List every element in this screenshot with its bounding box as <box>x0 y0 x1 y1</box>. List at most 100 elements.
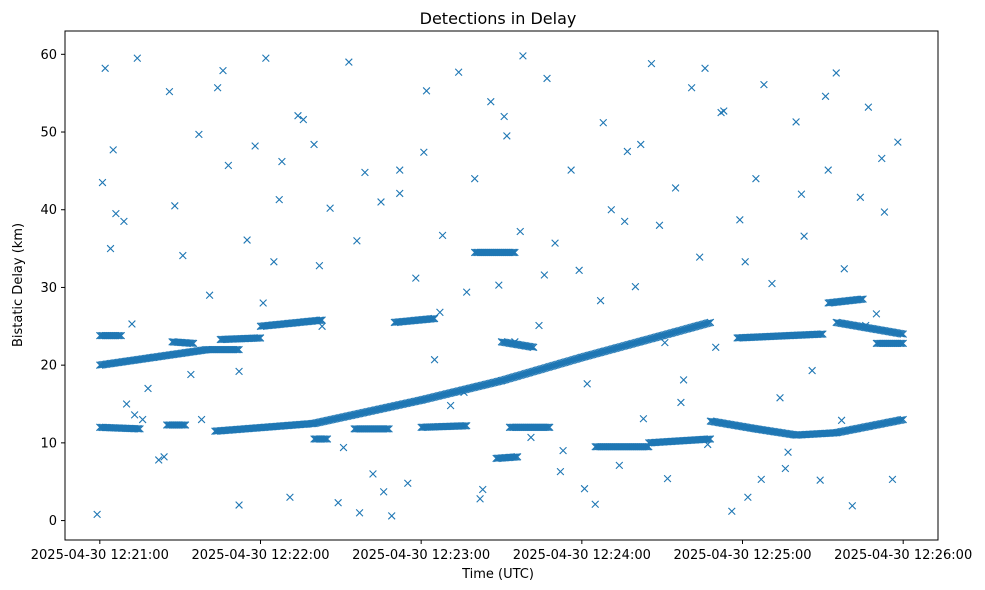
scatter-point <box>647 59 656 68</box>
track-13-point <box>513 453 522 461</box>
track-18-point <box>706 435 715 443</box>
scatter-point <box>797 190 806 198</box>
scatter-point <box>334 498 342 507</box>
scatter-point <box>310 140 318 149</box>
scatter-point <box>623 147 632 156</box>
scatter-point <box>430 355 439 364</box>
scatter-point <box>462 288 471 296</box>
track-4-point <box>187 339 195 347</box>
scatter-point <box>671 184 680 192</box>
scatter-point <box>503 132 511 140</box>
scatter-point <box>326 204 334 212</box>
scatter-point <box>259 299 267 307</box>
scatter-point <box>848 502 857 510</box>
scatter-point <box>808 366 816 375</box>
scatter-point <box>395 189 404 198</box>
track-7-point <box>316 316 325 325</box>
scatter-point <box>446 401 455 410</box>
scatter-point <box>575 266 583 275</box>
scatter-point <box>821 92 830 101</box>
track-4-point <box>188 339 196 348</box>
scatter-point <box>478 485 487 494</box>
scatter-point <box>500 112 508 121</box>
scatter-point <box>470 174 479 183</box>
scatter-point <box>888 475 897 484</box>
track-23-point <box>899 339 907 348</box>
scatter-point <box>728 507 736 516</box>
scatter-point <box>768 279 776 288</box>
track-11-point <box>461 422 470 430</box>
scatter-point <box>361 168 369 177</box>
track-2-point <box>114 331 123 340</box>
scatter-point <box>620 217 629 226</box>
scatter-point <box>130 411 139 419</box>
track-21-point <box>859 295 867 303</box>
scatter-point <box>243 236 251 244</box>
scatter-point <box>93 510 101 519</box>
scatter-point <box>171 202 179 210</box>
scatter-point <box>294 111 302 120</box>
track-1-point <box>136 425 144 433</box>
scatter-point <box>278 157 286 166</box>
scatter-point <box>679 376 688 384</box>
scatter-point <box>607 205 616 214</box>
scatter-point <box>353 237 361 245</box>
scatter-point <box>315 261 324 270</box>
scatter-point <box>128 320 136 328</box>
scatter-point <box>160 453 168 461</box>
track-22-point <box>898 330 906 338</box>
track-21-point <box>857 295 866 304</box>
scatter-point <box>454 68 463 76</box>
scatter-point <box>741 258 749 266</box>
x-axis: 2025-04-30 12:21:00 2025-04-30 12:22:00 20… <box>31 540 972 563</box>
track-19-point <box>899 415 907 424</box>
scatter-point <box>120 217 128 226</box>
scatter-point <box>98 178 107 187</box>
scatter-point <box>438 231 447 240</box>
plot-frame <box>64 30 939 541</box>
track-20-point <box>819 330 827 338</box>
scatter-point <box>894 138 902 146</box>
scatter-point <box>784 448 792 456</box>
scatter-point <box>655 221 664 230</box>
scatter-point <box>144 384 152 393</box>
scatter-point <box>422 87 431 95</box>
scatter-point <box>235 501 243 509</box>
track-4-point <box>189 339 198 348</box>
track-19-point <box>896 416 905 424</box>
scatter-point <box>275 195 284 204</box>
track-8-point <box>322 435 330 443</box>
scatter-point <box>138 415 147 424</box>
scatter-point <box>270 258 278 266</box>
scatter-point <box>345 58 353 66</box>
scatter-point <box>880 208 889 216</box>
scatter-point <box>744 493 752 502</box>
x-tick-label: 2025-04-30 12:21:00 <box>31 548 169 563</box>
track-10-point <box>430 314 439 323</box>
scatter-point <box>760 80 768 89</box>
scatter-point <box>205 291 214 300</box>
scatter-point <box>752 174 760 183</box>
scatter-point <box>109 146 117 154</box>
scatter-point <box>318 322 326 331</box>
scatter-point <box>824 166 832 174</box>
y-tick-label: 10 <box>40 436 57 451</box>
scatter-point <box>663 474 672 483</box>
scatter-point <box>286 493 294 502</box>
scatter-point <box>195 130 203 139</box>
track-10-point <box>428 314 436 323</box>
scatter-point <box>369 470 377 478</box>
track-5-point <box>255 334 263 342</box>
scatter-point <box>527 433 535 442</box>
scatter-point <box>583 380 591 388</box>
scatter-point <box>599 118 608 127</box>
scatter-point <box>861 321 870 330</box>
scatter-point <box>615 461 624 470</box>
track-15-point <box>528 343 537 351</box>
scatter-point <box>197 415 206 424</box>
scatter-point <box>776 394 784 402</box>
scatter-point <box>837 416 846 425</box>
points-layer <box>93 52 907 520</box>
